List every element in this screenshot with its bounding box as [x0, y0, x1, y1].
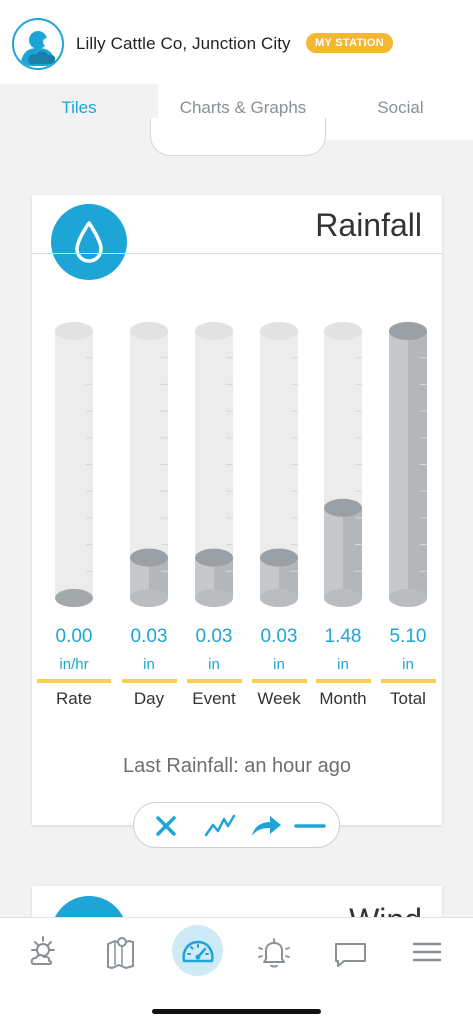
gauge-label: Month	[319, 689, 367, 708]
gauge-day	[130, 322, 168, 607]
gauge-underline	[37, 679, 111, 683]
rainfall-card: Rainfall 0.00 in/hr Rate 0.03 in Day 0.03 in Eve…	[32, 195, 442, 825]
gauge-rate	[55, 322, 93, 607]
bell-icon[interactable]	[249, 932, 299, 982]
my-station-badge: MY STATION	[306, 33, 393, 53]
gauge-value: 5.10	[389, 626, 427, 647]
avatar-icon	[20, 31, 56, 66]
gauge-underline	[121, 679, 177, 683]
active-nav-indicator	[172, 925, 223, 976]
gauge-underline	[380, 679, 436, 683]
card-controls	[133, 802, 340, 848]
gauge-underline	[186, 679, 242, 683]
dashboard-gauge-icon[interactable]	[173, 932, 223, 982]
tab-charts-graphs[interactable]: Charts & Graphs	[179, 98, 307, 117]
map-icon[interactable]	[96, 932, 146, 982]
station-name[interactable]: Lilly Cattle Co, Junction City	[76, 34, 291, 53]
tab-social[interactable]: Social	[377, 98, 424, 117]
previous-card-controls	[150, 118, 326, 156]
gauge-unit: in	[208, 656, 220, 673]
gauge-value: 0.03	[260, 626, 298, 647]
close-icon[interactable]	[151, 811, 181, 841]
gauge-unit: in	[402, 656, 414, 673]
line-chart-icon[interactable]	[204, 811, 236, 841]
weather-icon[interactable]	[20, 932, 70, 982]
gauge-total	[389, 322, 427, 607]
card-divider	[32, 253, 442, 254]
gauge-unit: in	[273, 656, 285, 673]
gauge-month	[324, 322, 362, 607]
tab-bar: Tiles Charts & Graphs Social	[0, 84, 473, 140]
bottom-navigation	[0, 917, 473, 1024]
station-header: Lilly Cattle Co, Junction City MY STATIO…	[0, 0, 473, 84]
gauge-label: Rate	[56, 689, 92, 708]
tab-tiles[interactable]: Tiles	[0, 84, 158, 140]
chat-icon[interactable]	[326, 932, 376, 982]
menu-icon[interactable]	[402, 932, 452, 982]
gauge-value: 0.03	[195, 626, 233, 647]
gauge-label: Week	[257, 689, 301, 708]
gauge-week	[260, 322, 298, 607]
share-arrow-icon[interactable]	[249, 811, 281, 841]
gauge-value: 0.00	[55, 626, 93, 647]
gauge-underline	[251, 679, 307, 683]
home-indicator	[152, 1009, 321, 1014]
gauge-label: Day	[133, 689, 165, 708]
gauge-value: 0.03	[130, 626, 168, 647]
raindrop-icon	[51, 204, 127, 280]
gauge-label: Total	[390, 689, 426, 708]
gauge-value: 1.48	[324, 626, 362, 647]
gauge-label: Event	[192, 689, 236, 708]
minus-icon[interactable]	[294, 811, 326, 841]
gauge-event	[195, 322, 233, 607]
station-avatar[interactable]	[12, 18, 64, 70]
gauge-unit: in	[337, 656, 349, 673]
last-rainfall-text: Last Rainfall: an hour ago	[123, 755, 351, 777]
card-title: Rainfall	[315, 207, 422, 243]
gauge-underline	[315, 679, 371, 683]
gauge-unit: in/hr	[59, 656, 89, 673]
gauge-unit: in	[143, 656, 155, 673]
